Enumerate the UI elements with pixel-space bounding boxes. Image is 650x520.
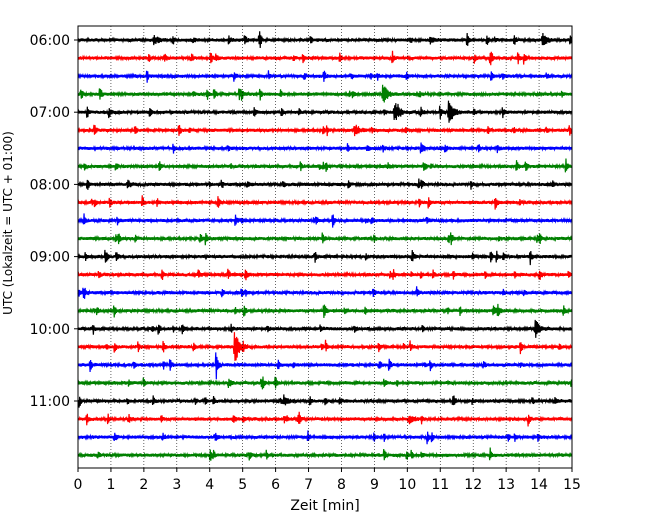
y-tick-label: 06:00 [30, 33, 70, 49]
trace-14 [77, 286, 573, 299]
x-tick-label: 1 [106, 477, 115, 493]
x-tick-label: 0 [74, 477, 83, 493]
trace-23 [77, 447, 573, 461]
x-tick-label: 11 [431, 477, 449, 493]
trace-6 [77, 142, 573, 154]
y-tick-label: 10:00 [30, 322, 70, 338]
traces-group [77, 31, 573, 461]
x-tick-label: 10 [398, 477, 416, 493]
plot-frame [77, 25, 573, 469]
trace-18 [77, 352, 573, 380]
trace-20 [77, 394, 573, 408]
y-tick-label: 11:00 [30, 394, 70, 410]
x-tick-label: 8 [337, 477, 346, 493]
trace-21 [77, 411, 573, 427]
trace-13 [77, 268, 573, 281]
trace-10 [77, 213, 573, 228]
x-tick-label: 2 [139, 477, 148, 493]
y-tick-label: 07:00 [30, 105, 70, 121]
x-tick-label: 5 [238, 477, 247, 493]
x-tick-label: 4 [205, 477, 214, 493]
trace-4 [77, 100, 573, 123]
trace-3 [77, 84, 573, 103]
trace-0 [77, 31, 573, 48]
trace-8 [77, 178, 573, 190]
y-tick-label: 08:00 [30, 177, 70, 193]
x-axis-label: Zeit [min] [290, 498, 359, 514]
x-tick-label: 3 [172, 477, 181, 493]
trace-12 [77, 249, 573, 266]
trace-17 [77, 332, 573, 361]
trace-2 [77, 70, 573, 83]
trace-1 [77, 50, 573, 66]
trace-15 [77, 303, 573, 318]
trace-7 [77, 158, 573, 173]
y-axis-label: UTC (Lokalzeit = UTC + 01:00) [1, 131, 15, 315]
x-tick-label: 15 [563, 477, 581, 493]
trace-11 [77, 232, 573, 246]
trace-22 [77, 430, 573, 445]
x-tick-label: 7 [304, 477, 313, 493]
x-tick-label: 9 [370, 477, 379, 493]
x-tick-label: 14 [530, 477, 548, 493]
x-tick-label: 6 [271, 477, 280, 493]
trace-9 [77, 195, 573, 210]
y-axis-ticks: 06:00 07:00 08:00 09:00 10:00 11:00 [30, 33, 78, 410]
trace-19 [77, 376, 573, 390]
y-tick-label: 09:00 [30, 250, 70, 266]
trace-16 [77, 319, 573, 338]
x-tick-label: 12 [464, 477, 482, 493]
trace-5 [77, 124, 573, 137]
x-tick-label: 13 [497, 477, 515, 493]
x-axis-ticks: 0 1 2 3 4 5 6 7 8 9 10 11 12 13 14 15 [74, 468, 581, 493]
